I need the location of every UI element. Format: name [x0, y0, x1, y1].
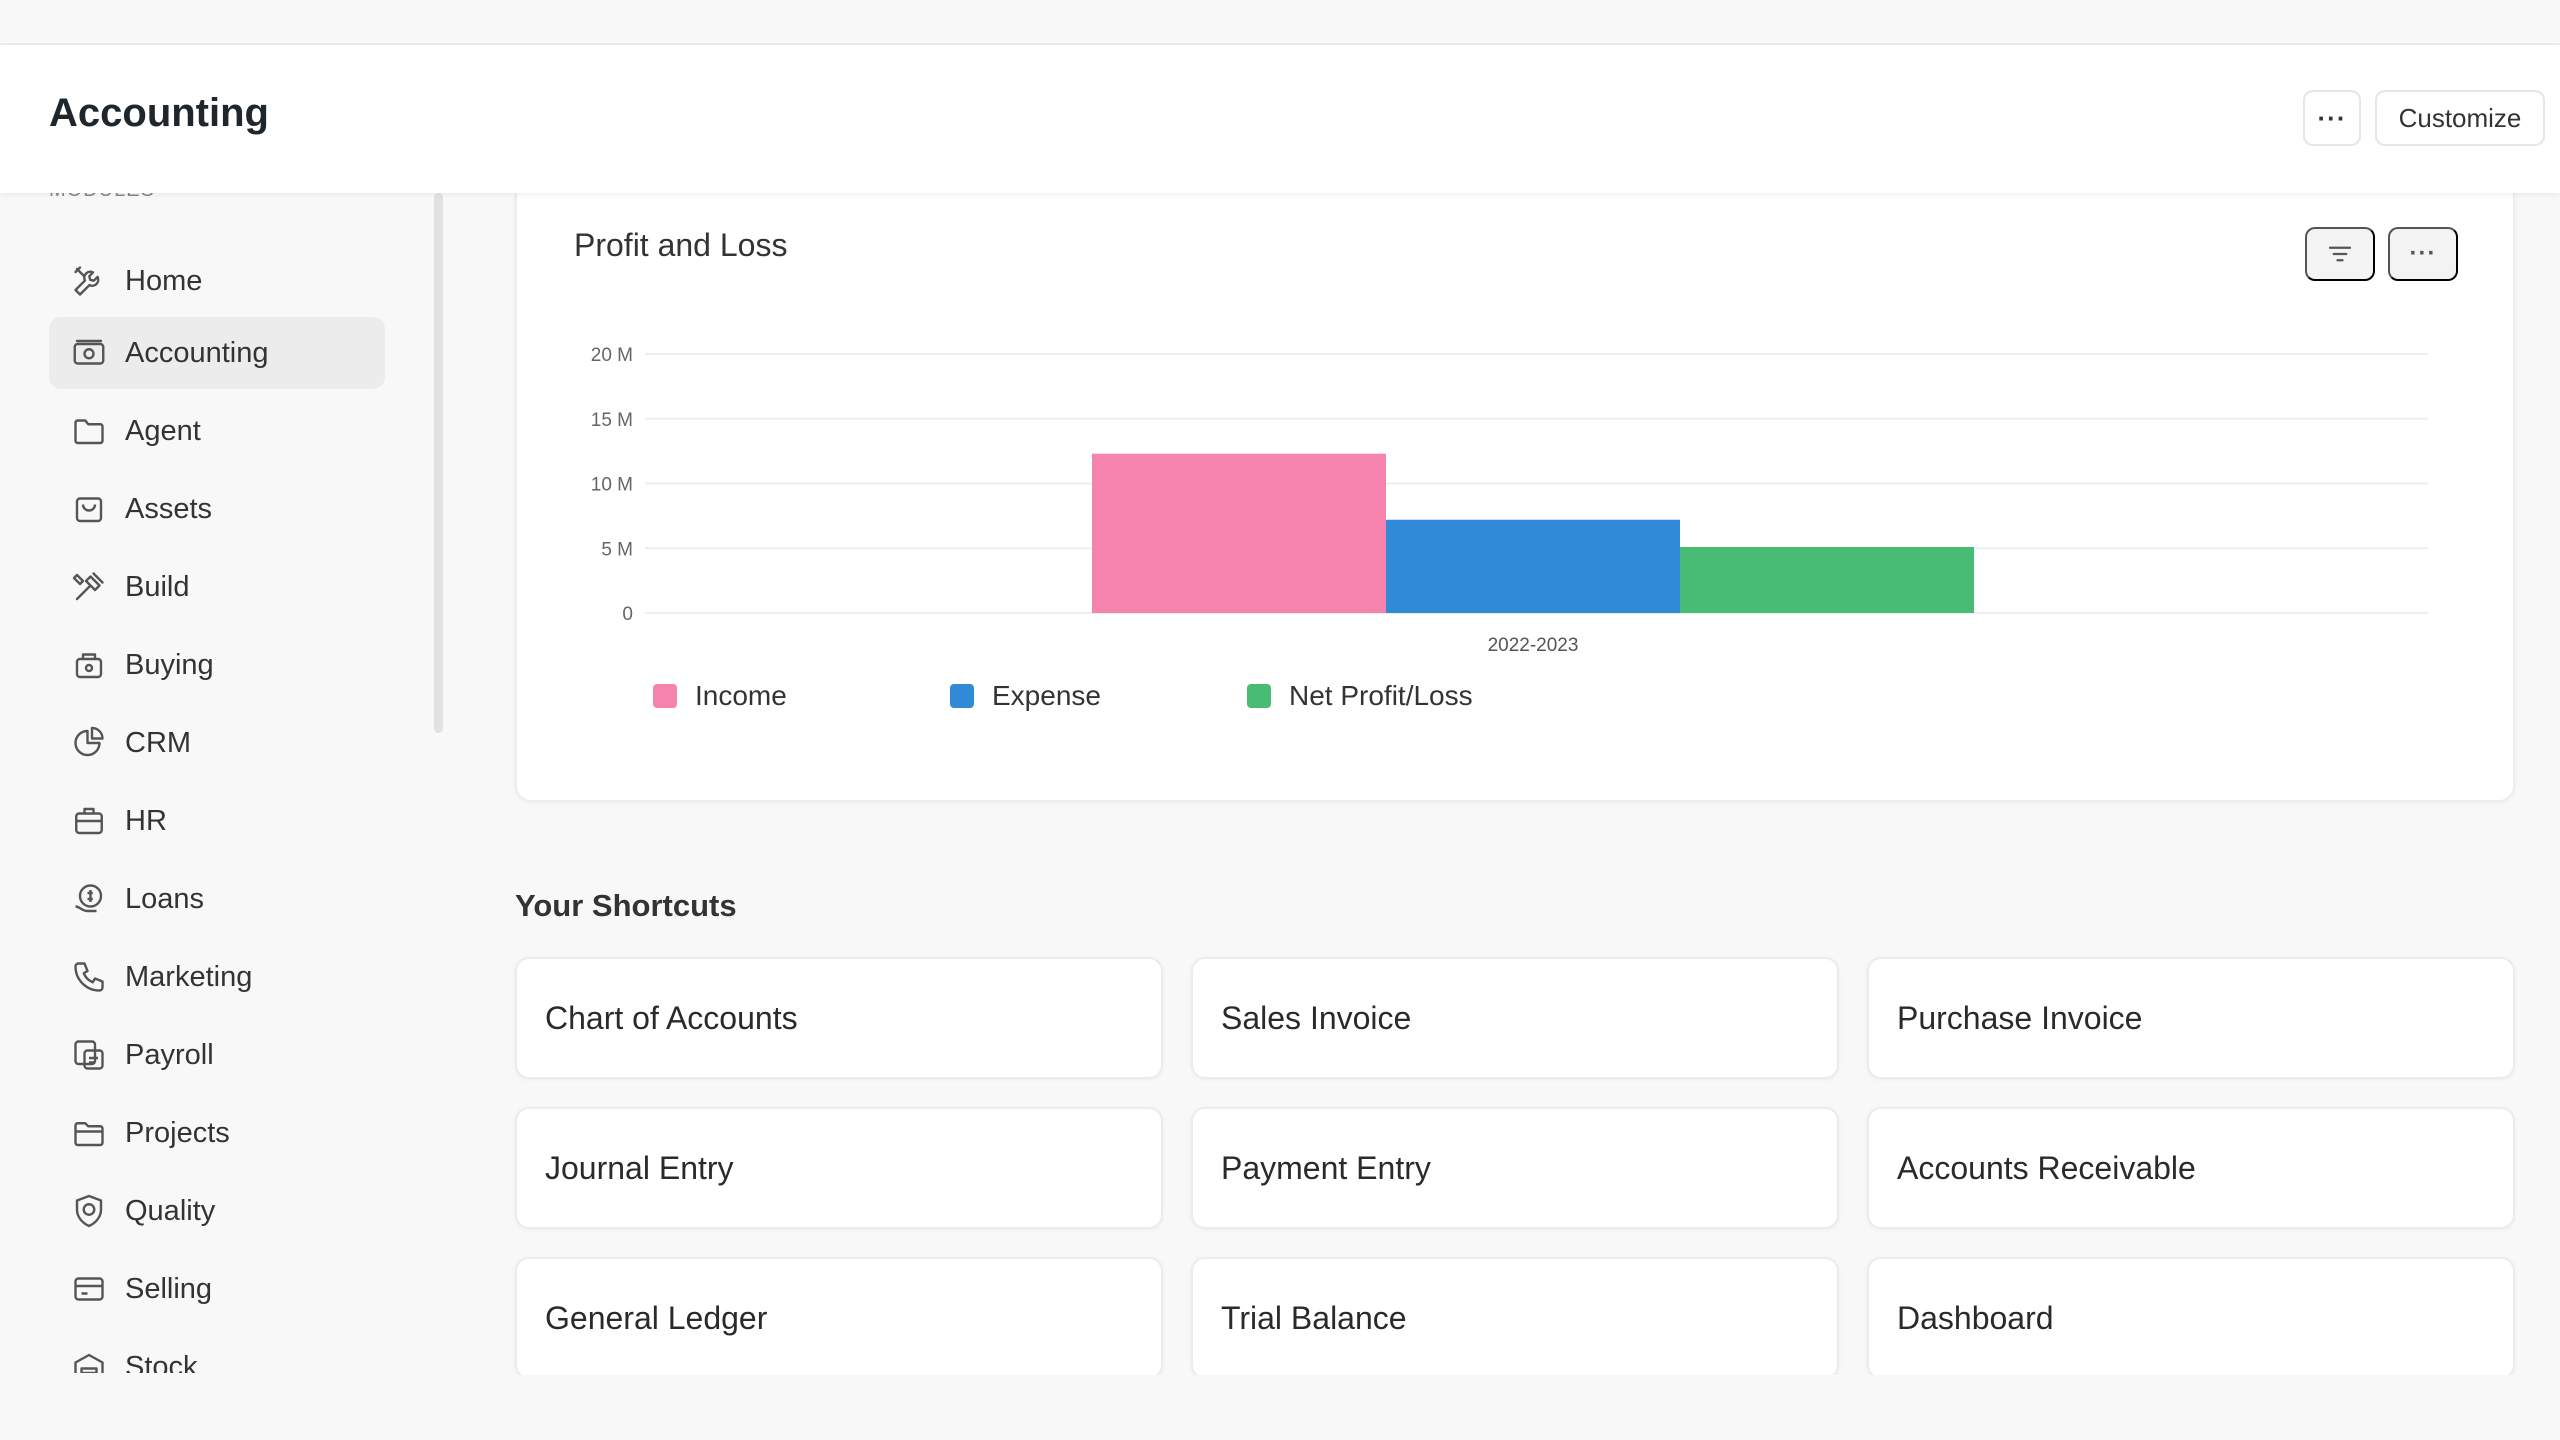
page-header: Accounting ··· Customize: [0, 45, 2560, 193]
filter-icon: [2328, 246, 2352, 262]
sidebar: MODULES Home Accounting Agent Assets Bui…: [0, 193, 450, 1373]
loans-icon: [75, 884, 103, 913]
sidebar-item-marketing[interactable]: Marketing: [49, 941, 385, 1013]
shortcut-trial-balance[interactable]: Trial Balance: [1191, 1257, 1839, 1379]
stock-icon: [74, 1353, 104, 1373]
projects-icon: [74, 1122, 104, 1147]
selling-icon: [74, 1277, 104, 1301]
sidebar-item-projects[interactable]: Projects: [49, 1097, 385, 1169]
sidebar-item-label: Home: [125, 264, 203, 297]
sidebar-item-label: Marketing: [125, 960, 253, 993]
y-tick-label: 5 M: [601, 539, 633, 560]
sidebar-item-accounting[interactable]: Accounting: [49, 317, 385, 389]
sidebar-item-selling[interactable]: Selling: [49, 1253, 385, 1325]
bar-expense[interactable]: [1386, 519, 1680, 613]
shortcut-general-ledger[interactable]: General Ledger: [515, 1257, 1163, 1379]
legend-swatch: [653, 684, 677, 708]
hr-icon: [75, 807, 103, 835]
sidebar-item-payroll[interactable]: Payroll: [49, 1019, 385, 1091]
shortcut-payment-entry[interactable]: Payment Entry: [1191, 1107, 1839, 1229]
sidebar-item-build[interactable]: Build: [49, 551, 385, 623]
card-title: Profit and Loss: [574, 227, 788, 263]
shortcut-chart-of-accounts[interactable]: Chart of Accounts: [515, 957, 1163, 1079]
sidebar-item-label: Loans: [125, 882, 205, 915]
tools-icon: [74, 266, 100, 296]
sidebar-item-label: Build: [125, 570, 190, 603]
sidebar-scrollbar[interactable]: [434, 193, 443, 733]
shortcut-accounts-receivable[interactable]: Accounts Receivable: [1867, 1107, 2515, 1229]
sidebar-item-label: Projects: [125, 1116, 230, 1149]
profit-loss-card: [515, 160, 2515, 802]
shortcut-dashboard[interactable]: Dashboard: [1867, 1257, 2515, 1379]
sidebar-item-label: CRM: [125, 726, 192, 759]
sidebar-item-agent[interactable]: Agent: [49, 395, 385, 467]
sidebar-item-label: Selling: [125, 1272, 213, 1305]
sidebar-item-hr[interactable]: HR: [49, 785, 385, 857]
legend-item[interactable]: Expense: [950, 680, 1101, 712]
sidebar-item-label: Accounting: [125, 336, 269, 369]
shortcut-purchase-invoice[interactable]: Purchase Invoice: [1867, 957, 2515, 1079]
legend-label: Net Profit/Loss: [1289, 680, 1473, 711]
sidebar-item-label: Stock: [125, 1350, 198, 1374]
buying-icon: [75, 653, 103, 679]
crm-icon: [74, 726, 104, 757]
sidebar-item-label: Payroll: [125, 1038, 214, 1071]
sidebar-item-stock[interactable]: Stock: [49, 1331, 385, 1373]
sidebar-item-label: Quality: [125, 1194, 216, 1227]
sidebar-item-label: Assets: [125, 492, 213, 525]
y-tick-label: 20 M: [591, 345, 633, 366]
page-title: Accounting: [49, 91, 269, 135]
sidebar-item-assets[interactable]: Assets: [49, 473, 385, 545]
assets-icon: [75, 497, 103, 523]
legend-item[interactable]: Income: [653, 680, 787, 712]
bar-net-profit-loss[interactable]: [1680, 546, 1974, 613]
legend-swatch: [1247, 684, 1271, 708]
sidebar-section-label: MODULES: [49, 193, 155, 202]
sidebar-item-crm[interactable]: CRM: [49, 707, 385, 779]
sidebar-item-quality[interactable]: Quality: [49, 1175, 385, 1247]
folder-icon: [74, 419, 104, 445]
customize-button[interactable]: Customize: [2375, 90, 2545, 146]
sidebar-item-label: HR: [125, 804, 167, 837]
legend-swatch: [950, 684, 974, 708]
payroll-icon: [74, 1040, 104, 1070]
shortcuts-title: Your Shortcuts: [515, 888, 737, 923]
sidebar-item-buying[interactable]: Buying: [49, 629, 385, 701]
phone-icon: [74, 962, 104, 992]
legend-label: Income: [695, 680, 787, 711]
sidebar-item-home[interactable]: Home: [49, 245, 385, 317]
quality-icon: [75, 1194, 103, 1228]
shortcut-journal-entry[interactable]: Journal Entry: [515, 1107, 1163, 1229]
x-tick-label: 2022-2023: [1488, 635, 1579, 656]
filter-button[interactable]: [2305, 227, 2375, 281]
legend-label: Expense: [992, 680, 1101, 711]
y-tick-label: 0: [622, 604, 633, 625]
build-icon: [72, 572, 104, 601]
bar-income[interactable]: [1092, 453, 1386, 613]
page-bottom: [0, 1375, 2560, 1440]
legend-item[interactable]: Net Profit/Loss: [1247, 680, 1473, 712]
shortcut-sales-invoice[interactable]: Sales Invoice: [1191, 957, 1839, 1079]
more-options-button[interactable]: ···: [2303, 90, 2361, 146]
profit-loss-chart: 0 5 M 10 M 15 M 20 M 2022-2023: [591, 345, 2428, 656]
chart-legend: Income Expense Net Profit/Loss: [0, 680, 2560, 720]
top-strip: [0, 0, 2560, 45]
sidebar-item-label: Buying: [125, 648, 214, 681]
accounting-icon: [73, 339, 105, 365]
card-more-button[interactable]: ···: [2388, 227, 2458, 281]
y-tick-label: 10 M: [591, 475, 633, 496]
y-tick-label: 15 M: [591, 410, 633, 431]
sidebar-item-label: Agent: [125, 414, 201, 447]
sidebar-item-loans[interactable]: Loans: [49, 863, 385, 935]
